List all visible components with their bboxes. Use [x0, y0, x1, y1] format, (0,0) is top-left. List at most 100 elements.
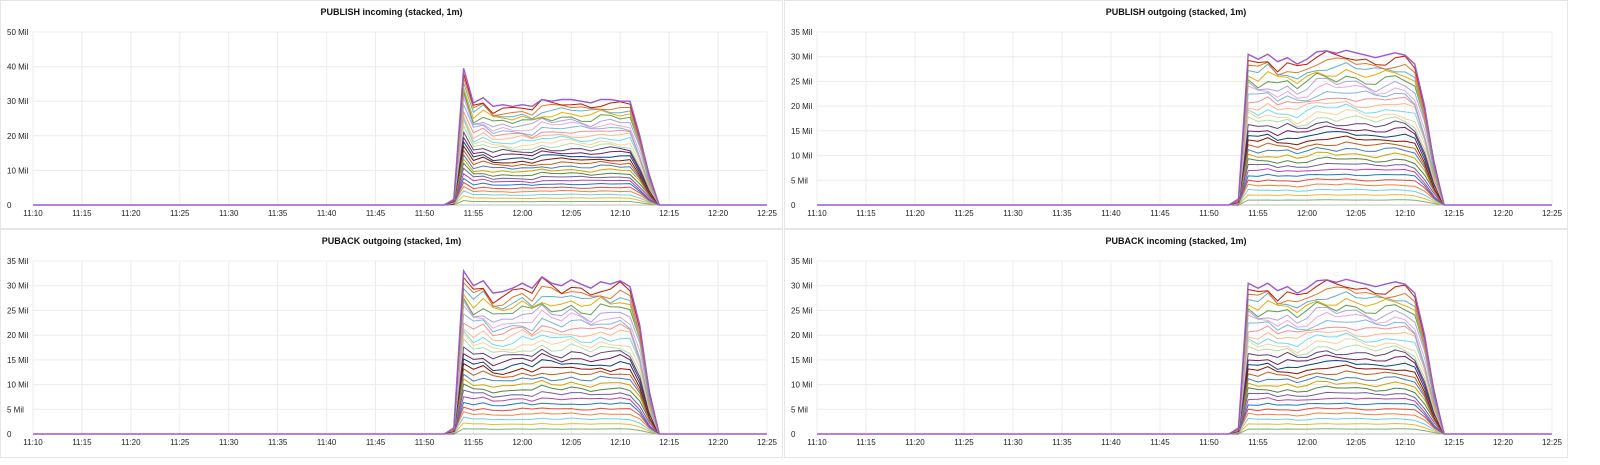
y-tick-label: 5 Mil	[791, 176, 808, 185]
series-line	[33, 149, 767, 206]
series-line	[33, 378, 767, 435]
series-line	[817, 178, 1552, 206]
series-line	[817, 422, 1552, 435]
series-line	[817, 183, 1552, 206]
series-line	[817, 332, 1552, 435]
x-tick-label: 11:20	[121, 209, 141, 218]
series-line	[33, 144, 767, 206]
series-line	[817, 417, 1552, 435]
series-line	[33, 199, 767, 206]
x-tick-label: 12:25	[757, 438, 778, 447]
series-line	[33, 313, 767, 435]
series-line	[817, 402, 1552, 435]
series-line	[817, 412, 1552, 435]
x-tick-label: 11:15	[72, 209, 92, 218]
panel-title: PUBLISH incoming (stacked, 1m)	[320, 7, 463, 17]
series-line	[33, 109, 767, 206]
y-tick-label: 25 Mil	[791, 77, 813, 86]
series-line	[817, 325, 1552, 435]
series-line	[33, 299, 767, 435]
series-line	[817, 397, 1552, 435]
y-tick-label: 25 Mil	[791, 306, 813, 315]
y-tick-label: 20 Mil	[7, 132, 29, 141]
series-line	[817, 49, 1552, 206]
series-line	[33, 422, 767, 435]
series-line	[817, 82, 1552, 206]
series-line	[33, 102, 767, 206]
series-line	[817, 297, 1552, 435]
x-tick-label: 11:25	[954, 209, 974, 218]
x-tick-label: 11:15	[856, 209, 876, 218]
series-line	[33, 91, 767, 206]
series-line	[33, 373, 767, 435]
series-line	[817, 96, 1552, 206]
series-line	[817, 301, 1552, 435]
x-tick-label: 11:30	[219, 209, 239, 218]
y-tick-label: 40 Mil	[7, 63, 29, 72]
x-tick-label: 11:15	[72, 438, 92, 447]
panel-publish-outgoing: PUBLISH outgoing (stacked, 1m) 11:10 11:1…	[784, 0, 1568, 229]
series-line	[33, 428, 767, 435]
x-tick-label: 11:40	[317, 209, 337, 218]
series-line	[33, 73, 767, 206]
series-line	[33, 292, 767, 435]
x-tick-label: 12:05	[1346, 438, 1367, 447]
series-line	[817, 135, 1552, 206]
series-line	[817, 103, 1552, 206]
x-tick-label: 12:00	[1297, 438, 1318, 447]
series-line	[33, 136, 767, 206]
series-line	[817, 146, 1552, 206]
x-tick-label: 11:10	[23, 438, 43, 447]
x-tick-label: 12:15	[659, 438, 680, 447]
y-tick-label: 5 Mil	[7, 405, 24, 414]
series-line	[817, 279, 1552, 435]
x-tick-label: 11:50	[415, 438, 435, 447]
x-tick-label: 12:25	[757, 209, 778, 218]
y-tick-label: 20 Mil	[7, 331, 29, 340]
x-tick-label: 11:55	[464, 209, 484, 218]
x-tick-label: 12:15	[1444, 438, 1465, 447]
x-tick-label: 12:05	[561, 209, 582, 218]
chart-publish-incoming: 11:10 11:15 11:20 11:25 11:30 11:35 11:40 11:45…	[7, 28, 778, 218]
x-tick-label: 12:25	[1542, 438, 1563, 447]
y-tick-label: 30 Mil	[791, 282, 813, 291]
series-line	[817, 72, 1552, 206]
x-tick-label: 11:40	[317, 438, 337, 447]
x-tick-label: 11:40	[1101, 438, 1121, 447]
series-line	[33, 157, 767, 206]
y-tick-label: 30 Mil	[7, 282, 29, 291]
series-line	[33, 195, 767, 206]
series-line	[817, 162, 1552, 206]
chart-puback-incoming: 11:10 11:15 11:20 11:25 11:30 11:35 11:40 11:45…	[791, 257, 1563, 447]
y-tick-label: 30 Mil	[791, 53, 813, 62]
series-line	[33, 276, 767, 435]
series-line	[33, 416, 767, 435]
series-line	[817, 375, 1552, 435]
x-tick-label: 12:10	[1395, 438, 1416, 447]
x-tick-label: 11:50	[1199, 438, 1219, 447]
x-tick-label: 12:15	[659, 209, 680, 218]
y-tick-label: 35 Mil	[7, 257, 29, 266]
series-line	[33, 162, 767, 206]
x-tick-label: 11:35	[1052, 438, 1072, 447]
y-tick-label: 0	[791, 430, 796, 439]
y-tick-label: 15 Mil	[791, 127, 813, 136]
series-line	[33, 396, 767, 435]
series-line	[33, 337, 767, 435]
series-line	[817, 50, 1552, 206]
x-tick-label: 12:20	[1493, 209, 1514, 218]
panel-title: PUBACK incoming (stacked, 1m)	[1105, 236, 1247, 246]
series-line	[817, 57, 1552, 206]
x-tick-label: 11:20	[121, 438, 141, 447]
panel-publish-incoming: PUBLISH incoming (stacked, 1m) 11:10 11:1…	[0, 0, 783, 229]
x-tick-label: 11:45	[1150, 209, 1170, 218]
series-line	[33, 322, 767, 435]
series-line	[33, 172, 767, 206]
x-tick-label: 11:35	[268, 438, 288, 447]
series-line	[33, 140, 767, 206]
series-line	[817, 199, 1552, 206]
series-line	[33, 68, 767, 206]
x-tick-label: 11:30	[1003, 438, 1023, 447]
series-line	[817, 188, 1552, 206]
series-line	[33, 82, 767, 206]
